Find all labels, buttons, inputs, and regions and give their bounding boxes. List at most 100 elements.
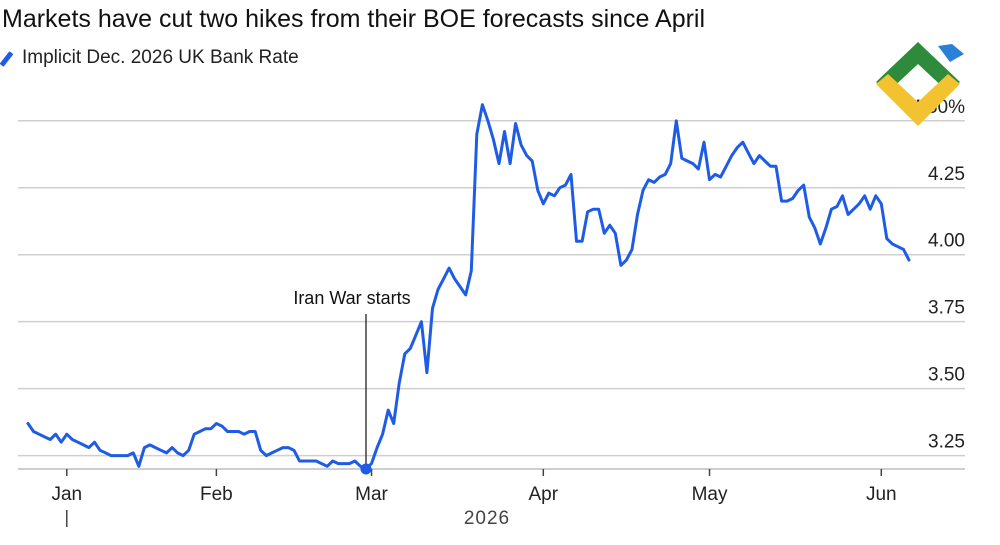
data-point [486,119,490,123]
data-point [386,408,390,412]
data-point [303,459,307,463]
data-point [890,242,894,246]
data-point [325,464,329,468]
data-point [575,239,579,243]
data-point [746,151,750,155]
data-point [414,333,418,337]
y-tick-label: 4.25 [928,164,965,185]
data-point [591,207,595,211]
data-point [353,459,357,463]
data-point [37,432,41,436]
data-point [829,207,833,211]
x-axis: Jan Feb Mar Apr May Jun [18,468,965,527]
data-point [342,462,346,466]
data-point [769,164,773,168]
data-point [641,188,645,192]
data-point [270,451,274,455]
data-point [752,162,756,166]
year-label: 2026 [464,508,510,529]
data-point [336,462,340,466]
data-point [846,213,850,217]
data-point [436,288,440,292]
data-point [613,231,617,235]
data-point [331,459,335,463]
data-point [519,143,523,147]
data-point [763,159,767,163]
data-point [624,258,628,262]
data-point [198,430,202,434]
data-point [857,202,861,206]
data-point [503,130,507,134]
data-point [153,446,157,450]
data-point [508,162,512,166]
data-point [658,175,662,179]
data-point [586,210,590,214]
data-point [209,427,213,431]
data-point [902,247,906,251]
data-point [735,146,739,150]
series-line [26,103,911,471]
data-point [719,175,723,179]
data-point [835,205,839,209]
data-point [630,247,634,251]
x-tick-label: Feb [200,484,233,505]
data-point [98,448,102,452]
data-point [669,162,673,166]
data-point [109,454,113,458]
data-point [176,451,180,455]
data-point [397,381,401,385]
data-point [347,462,351,466]
data-point [802,183,806,187]
data-point [392,422,396,426]
data-point [214,422,218,426]
y-tick-labels: 3.253.503.754.004.254.50% [911,97,965,453]
data-point [619,263,623,267]
data-point [320,462,324,466]
data-point [597,207,601,211]
data-point [813,226,817,230]
data-point [497,162,501,166]
data-point [298,459,302,463]
data-point [253,430,257,434]
data-point [702,140,706,144]
data-point [885,237,889,241]
data-point [469,269,473,273]
data-point [309,459,313,463]
data-point [680,156,684,160]
data-point [76,440,80,444]
data-point [824,226,828,230]
data-point [93,440,97,444]
data-point [419,320,423,324]
x-tick-label: May [692,484,728,505]
data-point [552,194,556,198]
data-point [663,172,667,176]
data-point [458,285,462,289]
data-point [231,430,235,434]
y-tick-label: 4.00 [928,231,965,252]
data-point [275,448,279,452]
data-point [248,430,252,434]
x-tick-label: Jun [866,484,897,505]
data-point [724,164,728,168]
data-point [281,446,285,450]
data-point [713,172,717,176]
data-point [807,215,811,219]
data-point [181,454,185,458]
data-point [841,194,845,198]
data-point [43,435,47,439]
data-point [286,446,290,450]
legend: Implicit Dec. 2026 UK Bank Rate [0,46,299,70]
chart-title: Markets have cut two hikes from their BO… [2,5,706,33]
data-point [674,119,678,123]
data-point [774,164,778,168]
data-point [159,448,163,452]
data-point [536,188,540,192]
data-point [608,223,612,227]
data-point [187,448,191,452]
data-point [558,186,562,190]
data-point [226,430,230,434]
data-point [115,454,119,458]
data-point [530,159,534,163]
data-point [491,138,495,142]
data-point [547,191,551,195]
